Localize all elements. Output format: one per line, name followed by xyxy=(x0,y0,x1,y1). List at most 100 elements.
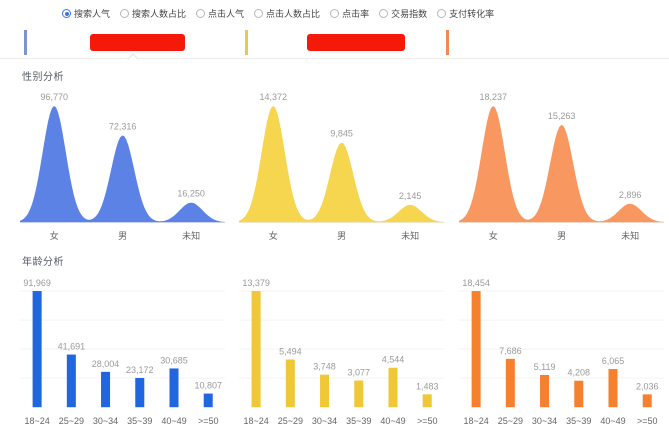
radio-icon[interactable] xyxy=(330,9,340,18)
radio-icon[interactable] xyxy=(379,9,389,18)
peak-value-label: 96,770 xyxy=(40,92,68,102)
bar-value-label: 10,807 xyxy=(194,381,222,391)
bar-category-label: >=50 xyxy=(637,416,658,426)
category-label: 男 xyxy=(557,231,566,241)
peak-value-label: 14,372 xyxy=(260,92,288,102)
bar-value-label: 1,483 xyxy=(416,382,439,392)
gender-chart-series-3: 18,237 女 15,263 男 2,896 未知 xyxy=(458,86,664,244)
bar xyxy=(642,394,652,408)
peak-value-label: 72,316 xyxy=(109,121,137,131)
bar-category-label: 25~29 xyxy=(59,416,84,426)
bar xyxy=(573,380,583,408)
bar xyxy=(423,394,433,408)
gender-charts-row: 96,770 女 72,316 男 16,250 未知 14,372 女 9,845 男 2,145… xyxy=(0,86,669,244)
bar-category-label: >=50 xyxy=(417,416,438,426)
bar-category-label: 35~39 xyxy=(346,416,371,426)
peak-value-label: 2,145 xyxy=(399,191,422,201)
bar-category-label: 18~24 xyxy=(244,416,269,426)
bar-value-label: 4,544 xyxy=(382,355,405,365)
bar xyxy=(608,369,618,408)
peak-value-label: 18,237 xyxy=(479,92,507,102)
bar-category-label: 18~24 xyxy=(463,416,488,426)
metric-option-1[interactable]: 搜索人气 xyxy=(62,7,110,20)
bar-value-label: 4,208 xyxy=(567,368,590,378)
tab-color-indicator xyxy=(24,29,27,55)
radio-icon[interactable] xyxy=(254,9,264,18)
bar-value-label: 18,454 xyxy=(462,278,490,288)
peak-value-label: 9,845 xyxy=(331,129,354,139)
series-tab-2[interactable] xyxy=(223,26,446,58)
bar-value-label: 6,065 xyxy=(601,356,624,366)
bar-category-label: 25~29 xyxy=(278,416,303,426)
bar-value-label: 30,685 xyxy=(160,356,188,366)
series-tab-1[interactable] xyxy=(0,26,223,58)
category-label: 男 xyxy=(118,231,127,241)
category-label: 女 xyxy=(50,230,59,241)
metric-option-label: 点击人数占比 xyxy=(266,9,321,19)
peak-value-label: 16,250 xyxy=(177,189,205,199)
peak-value-label: 2,896 xyxy=(618,190,641,200)
redacted-label xyxy=(90,33,185,51)
bar-value-label: 3,077 xyxy=(348,368,371,378)
metric-option-3[interactable]: 点击人气 xyxy=(196,7,244,20)
age-chart-series-2: 13,379 18~24 5,494 25~29 3,748 30~34 3,077 35~3… xyxy=(239,271,445,429)
redacted-label xyxy=(307,33,405,51)
series-tab-3[interactable] xyxy=(446,26,669,58)
bar-category-label: 30~34 xyxy=(532,416,557,426)
category-label: 男 xyxy=(337,231,346,241)
bar-category-label: 35~39 xyxy=(127,416,152,426)
bar-category-label: 30~34 xyxy=(93,416,118,426)
bar xyxy=(354,380,364,408)
bar-value-label: 2,036 xyxy=(636,382,659,392)
category-label: 未知 xyxy=(401,230,419,241)
radio-icon[interactable] xyxy=(120,9,130,18)
gender-chart-series-1: 96,770 女 72,316 男 16,250 未知 xyxy=(20,86,226,244)
metric-option-label: 支付转化率 xyxy=(449,9,495,19)
metric-option-label: 点击率 xyxy=(342,9,370,19)
metric-option-label: 点击人气 xyxy=(208,9,245,19)
bar xyxy=(251,291,261,408)
bar xyxy=(135,378,145,408)
radio-selected-icon[interactable] xyxy=(62,9,71,18)
radio-icon[interactable] xyxy=(196,9,206,18)
bar-category-label: 30~34 xyxy=(312,416,337,426)
metric-option-4[interactable]: 点击人数占比 xyxy=(254,7,320,20)
bar-value-label: 3,748 xyxy=(314,362,337,372)
metric-option-6[interactable]: 交易指数 xyxy=(379,7,427,20)
bar-value-label: 91,969 xyxy=(23,278,51,288)
metric-option-2[interactable]: 搜索人数占比 xyxy=(120,7,186,20)
bar-value-label: 41,691 xyxy=(58,342,86,352)
category-label: 未知 xyxy=(182,230,200,241)
area-curve xyxy=(239,106,445,223)
bar-value-label: 28,004 xyxy=(92,359,120,369)
bar-value-label: 5,494 xyxy=(279,347,302,357)
tab-color-indicator xyxy=(245,29,248,55)
gender-section-title: 性别分析 xyxy=(22,72,64,83)
age-chart-series-1: 91,969 18~24 41,691 25~29 28,004 30~34 23,172 3… xyxy=(20,271,226,429)
radio-icon[interactable] xyxy=(437,9,447,18)
age-chart-series-3: 18,454 18~24 7,686 25~29 5,119 30~34 4,208 35~3… xyxy=(458,271,664,429)
metrics-bar: 搜索人气 搜索人数占比 点击人气 点击人数占比 点击率 交易指数 支付转化率 xyxy=(0,0,669,20)
bar xyxy=(505,359,515,408)
metric-option-label: 搜索人数占比 xyxy=(132,9,187,19)
bar-category-label: 35~39 xyxy=(566,416,591,426)
metric-option-5[interactable]: 点击率 xyxy=(330,7,369,20)
metric-option-7[interactable]: 支付转化率 xyxy=(437,7,494,20)
bar xyxy=(203,393,213,408)
tab-color-indicator xyxy=(446,29,449,55)
bar xyxy=(320,374,330,408)
area-curve xyxy=(20,106,226,223)
peak-value-label: 15,263 xyxy=(548,111,576,121)
category-label: 女 xyxy=(488,230,497,241)
bar-category-label: 40~49 xyxy=(161,416,186,426)
bar xyxy=(32,291,42,408)
bar-category-label: 40~49 xyxy=(600,416,625,426)
bar xyxy=(101,372,111,408)
series-tabs xyxy=(0,26,669,65)
bar xyxy=(539,375,549,408)
category-label: 未知 xyxy=(621,230,639,241)
bar-value-label: 5,119 xyxy=(533,362,555,372)
bar xyxy=(169,368,179,408)
age-charts-row: 91,969 18~24 41,691 25~29 28,004 30~34 23,172 3… xyxy=(0,271,669,429)
